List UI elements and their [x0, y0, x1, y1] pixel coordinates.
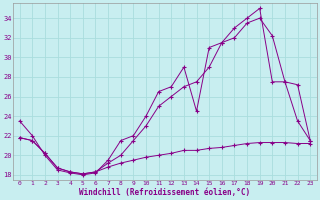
- X-axis label: Windchill (Refroidissement éolien,°C): Windchill (Refroidissement éolien,°C): [79, 188, 251, 197]
